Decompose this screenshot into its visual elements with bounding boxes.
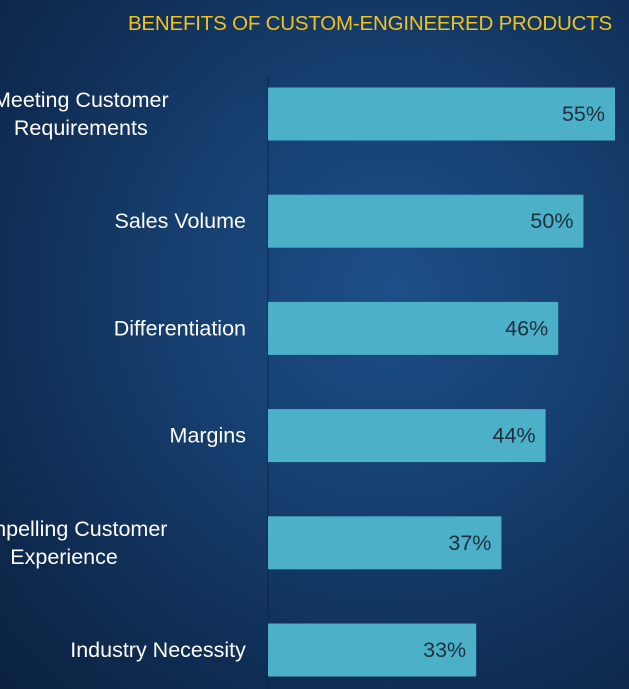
value-labels-group: 55% 50% 46% 44% 37% 33% xyxy=(423,102,605,662)
bar-6 xyxy=(268,623,477,677)
value-label-3: 46% xyxy=(505,316,548,340)
category-label-line: Experience xyxy=(10,545,118,569)
category-label-4: Margins xyxy=(170,424,246,448)
category-label-line: Meeting Customer xyxy=(0,88,169,112)
value-label-6: 33% xyxy=(423,638,466,662)
value-label-1: 55% xyxy=(562,102,605,126)
category-label-2: Sales Volume xyxy=(115,209,246,233)
category-label-6: Industry Necessity xyxy=(70,638,246,662)
category-label-1: Meeting Customer Requirements xyxy=(0,88,169,140)
value-label-4: 44% xyxy=(493,424,536,448)
category-label-line: Industry Necessity xyxy=(70,638,246,662)
bar-5 xyxy=(268,516,502,570)
chart-title: BENEFITS OF CUSTOM-ENGINEERED PRODUCTS xyxy=(127,12,612,35)
bar-1 xyxy=(268,87,615,141)
bar-2 xyxy=(268,194,584,248)
bars-group xyxy=(268,87,615,677)
category-label-5: Compelling Customer Experience xyxy=(0,517,167,569)
category-label-line: Requirements xyxy=(14,116,148,140)
bar-3 xyxy=(268,301,559,355)
value-label-5: 37% xyxy=(448,531,491,555)
category-labels-group: Meeting Customer Requirements Sales Volume… xyxy=(0,88,246,662)
category-label-line: Compelling Customer xyxy=(0,517,167,541)
category-label-3: Differentiation xyxy=(114,316,246,340)
category-label-line: Sales Volume xyxy=(115,209,246,233)
category-label-line: Margins xyxy=(170,424,246,448)
bar-4 xyxy=(268,409,546,463)
category-label-line: Differentiation xyxy=(114,316,246,340)
value-label-2: 50% xyxy=(530,209,573,233)
